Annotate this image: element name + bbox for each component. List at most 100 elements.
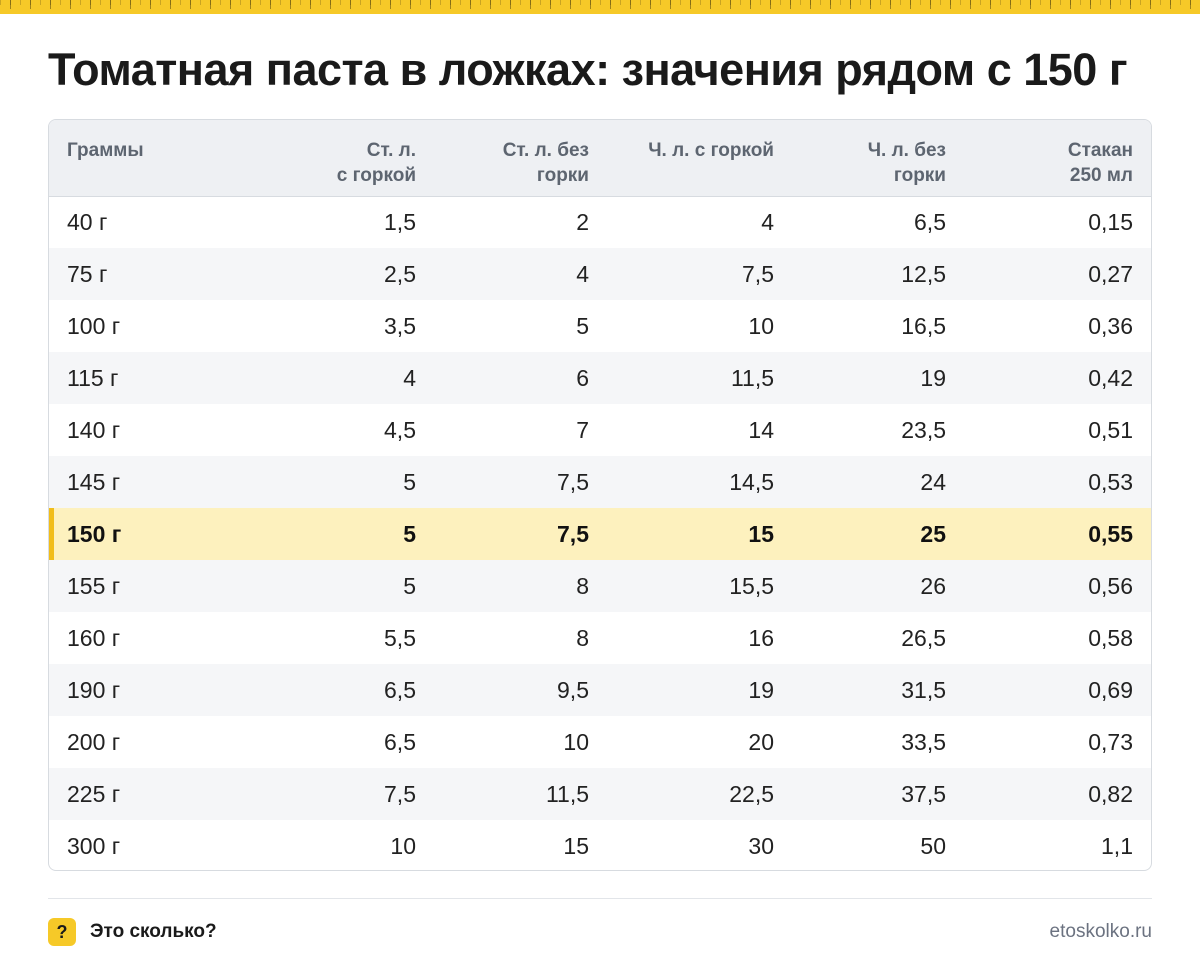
footer-divider: [48, 898, 1152, 899]
cell-tbsp-level: 15: [563, 832, 589, 859]
cell-tsp-level: 6,5: [914, 208, 946, 235]
cell-tsp-level: 16,5: [901, 312, 946, 339]
cell-tbsp-level: 8: [416, 560, 589, 612]
cell-cup-250ml: 0,56: [946, 560, 1151, 612]
cell-grams: 160 г: [67, 624, 121, 651]
table-row: 160 г 5,5 8 16 26,5 0,58: [49, 612, 1151, 664]
cell-tbsp-heaped: 3,5: [384, 312, 416, 339]
cell-tsp-heaped: 19: [589, 664, 774, 716]
table-row: 145 г 5 7,5 14,5 24 0,53: [49, 456, 1151, 508]
cell-tsp-heaped: 20: [748, 728, 774, 755]
cell-grams: 225 г: [49, 768, 233, 820]
cell-tbsp-level: 8: [576, 624, 589, 651]
cell-tbsp-heaped: 4: [233, 352, 416, 404]
cell-tbsp-level: 5: [576, 312, 589, 339]
cell-tbsp-level: 9,5: [416, 664, 589, 716]
question-mark-icon: ?: [48, 918, 76, 946]
cell-tsp-heaped: 30: [748, 832, 774, 859]
conversion-table: Граммы Ст. л. с горкой Ст. л. без горки …: [48, 119, 1152, 871]
cell-tsp-heaped: 7,5: [589, 248, 774, 300]
cell-grams: 190 г: [49, 664, 233, 716]
table-row: 225 г 7,5 11,5 22,5 37,5 0,82: [49, 768, 1151, 820]
cell-grams: 300 г: [67, 832, 121, 859]
cell-tbsp-heaped: 4,5: [384, 416, 416, 443]
cell-tbsp-heaped: 5,5: [384, 624, 416, 651]
cell-tsp-level: 25: [774, 508, 946, 560]
cell-tsp-heaped: 15: [589, 508, 774, 560]
cell-grams: 150 г: [49, 508, 233, 560]
table-row: 200 г 6,5 10 20 33,5 0,73: [49, 716, 1151, 768]
table-row: 100 г 3,5 5 10 16,5 0,36: [49, 300, 1151, 352]
cell-tbsp-level: 2: [576, 208, 589, 235]
header-tbsp-level: Ст. л. без горки: [416, 120, 589, 197]
cell-tsp-heaped: 15,5: [589, 560, 774, 612]
page-title: Томатная паста в ложках: значения рядом …: [48, 44, 1128, 95]
cell-tbsp-heaped: 2,5: [233, 248, 416, 300]
cell-tsp-heaped: 14: [748, 416, 774, 443]
cell-tsp-heaped: 22,5: [589, 768, 774, 820]
cell-tsp-level: 26: [774, 560, 946, 612]
cell-tsp-level: 31,5: [774, 664, 946, 716]
cell-tbsp-level: 11,5: [416, 768, 589, 820]
cell-tbsp-heaped: 5: [233, 456, 416, 508]
cell-grams: 200 г: [67, 728, 121, 755]
cell-tbsp-heaped: 6,5: [384, 728, 416, 755]
cell-tsp-level: 23,5: [901, 416, 946, 443]
header-cup-250ml: Стакан 250 мл: [946, 120, 1151, 197]
cell-grams: 100 г: [67, 312, 121, 339]
table-row: 115 г 4 6 11,5 19 0,42: [49, 352, 1151, 404]
header-grams: Граммы: [49, 120, 233, 197]
cell-tsp-level: 12,5: [774, 248, 946, 300]
cell-tsp-level: 19: [774, 352, 946, 404]
brand: ? Это сколько?: [48, 918, 217, 946]
cell-grams: 40 г: [67, 208, 108, 235]
cell-tsp-heaped: 10: [748, 312, 774, 339]
cell-tbsp-heaped: 5: [233, 560, 416, 612]
header-tsp-heaped: Ч. л. с горкой: [589, 120, 774, 197]
cell-tsp-level: 26,5: [901, 624, 946, 651]
table-row: 75 г 2,5 4 7,5 12,5 0,27: [49, 248, 1151, 300]
cell-tbsp-level: 6: [416, 352, 589, 404]
table-row: 155 г 5 8 15,5 26 0,56: [49, 560, 1151, 612]
cell-tsp-level: 33,5: [901, 728, 946, 755]
brand-name: Это сколько?: [90, 921, 217, 942]
cell-cup-250ml: 0,73: [1088, 728, 1133, 755]
table-row: 40 г 1,5 2 4 6,5 0,15: [49, 196, 1151, 248]
table-row: 300 г 10 15 30 50 1,1: [49, 820, 1151, 870]
table-row: 190 г 6,5 9,5 19 31,5 0,69: [49, 664, 1151, 716]
table-row: 140 г 4,5 7 14 23,5 0,51: [49, 404, 1151, 456]
cell-tbsp-heaped: 6,5: [233, 664, 416, 716]
cell-grams: 75 г: [49, 248, 233, 300]
cell-tbsp-heaped: 5: [233, 508, 416, 560]
site-url: etoskolko.ru: [1049, 921, 1152, 942]
cell-tsp-level: 24: [774, 456, 946, 508]
cell-cup-250ml: 1,1: [1101, 832, 1133, 859]
cell-tsp-level: 37,5: [774, 768, 946, 820]
cell-cup-250ml: 0,82: [946, 768, 1151, 820]
table-header-row: Граммы Ст. л. с горкой Ст. л. без горки …: [49, 120, 1151, 197]
cell-tbsp-level: 10: [563, 728, 589, 755]
cell-cup-250ml: 0,58: [1088, 624, 1133, 651]
cell-cup-250ml: 0,69: [946, 664, 1151, 716]
ruler-strip: [0, 0, 1200, 14]
cell-tbsp-level: 7,5: [416, 456, 589, 508]
cell-tbsp-heaped: 1,5: [384, 208, 416, 235]
cell-cup-250ml: 0,51: [1088, 416, 1133, 443]
header-tsp-level: Ч. л. без горки: [774, 120, 946, 197]
cell-grams: 155 г: [49, 560, 233, 612]
header-tbsp-heaped: Ст. л. с горкой: [233, 120, 416, 197]
cell-cup-250ml: 0,15: [1088, 208, 1133, 235]
cell-cup-250ml: 0,27: [946, 248, 1151, 300]
cell-grams: 115 г: [49, 352, 233, 404]
cell-cup-250ml: 0,36: [1088, 312, 1133, 339]
cell-tsp-heaped: 4: [761, 208, 774, 235]
cell-cup-250ml: 0,55: [946, 508, 1151, 560]
cell-tbsp-heaped: 10: [390, 832, 416, 859]
cell-grams: 140 г: [67, 416, 121, 443]
cell-tsp-level: 50: [920, 832, 946, 859]
cell-tbsp-heaped: 7,5: [233, 768, 416, 820]
cell-tsp-heaped: 16: [748, 624, 774, 651]
cell-tsp-heaped: 11,5: [589, 352, 774, 404]
cell-tsp-heaped: 14,5: [589, 456, 774, 508]
table-row-highlighted: 150 г 5 7,5 15 25 0,55: [49, 508, 1151, 560]
